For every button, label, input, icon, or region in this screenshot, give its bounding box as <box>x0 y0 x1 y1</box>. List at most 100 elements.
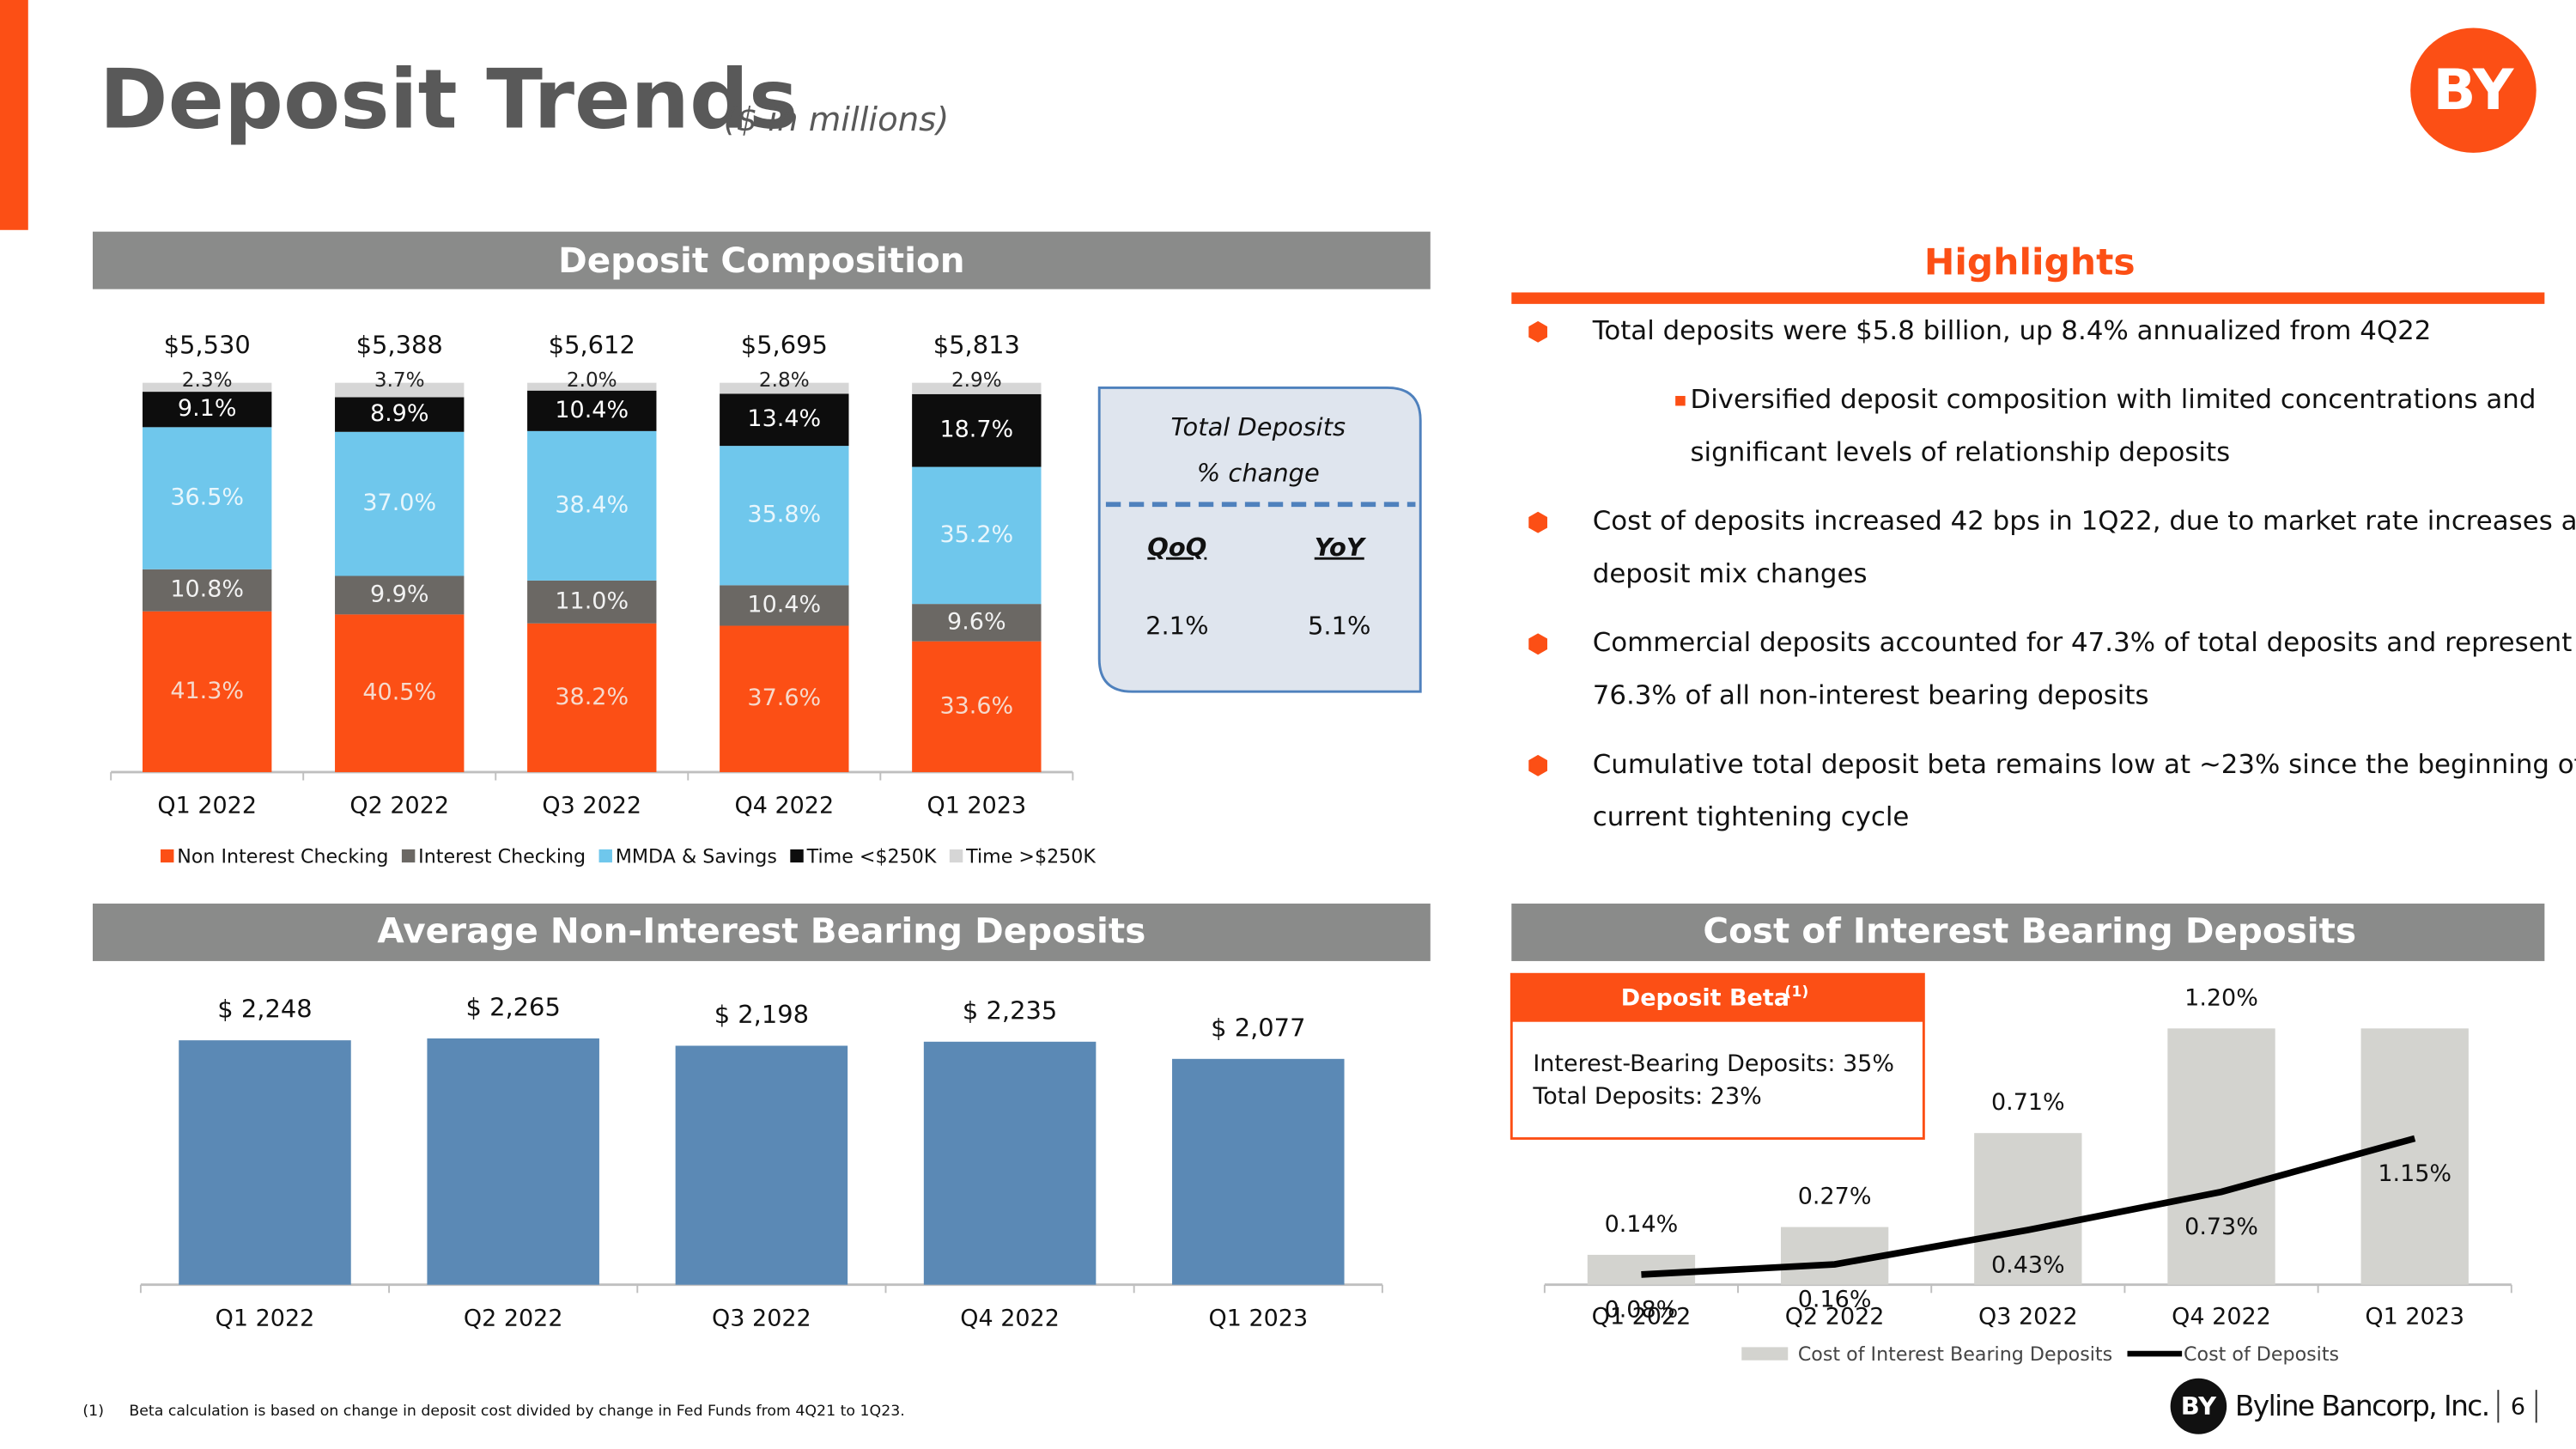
bullet-text: Cost of deposits increased 42 bps in 1Q2… <box>1593 506 2576 537</box>
logo <box>2410 27 2537 153</box>
beta-note: (1) <box>1784 983 1808 1001</box>
x-tick-label: Q4 2022 <box>734 793 834 819</box>
bar-segment <box>143 569 272 612</box>
data-label: 35.8% <box>747 502 821 528</box>
bar-segment <box>527 623 657 772</box>
bullet-icon <box>1528 320 1547 343</box>
bar-segment <box>912 393 1042 467</box>
data-label: 40.5% <box>362 679 436 706</box>
legend-label: Interest Checking <box>418 846 586 868</box>
footnote: Beta calculation is based on change in d… <box>129 1403 904 1420</box>
highlights-rule <box>1511 292 2545 304</box>
data-label: $ 2,235 <box>963 995 1057 1025</box>
bar-segment <box>143 427 272 569</box>
data-label: $ 2,198 <box>714 1000 809 1029</box>
logo-text: BY <box>2433 58 2515 123</box>
bar-segment <box>335 575 465 615</box>
beta-header <box>1511 974 1924 1022</box>
footnote-marker: (1) <box>82 1403 104 1420</box>
beta-line: Interest-Bearing Deposits: 35% <box>1533 1050 1894 1077</box>
section-title: Deposit Composition <box>558 240 964 281</box>
legend-label: Cost of Interest Bearing Deposits <box>1798 1344 2112 1366</box>
bar-segment <box>720 446 849 586</box>
box-subtitle: % change <box>1197 459 1320 488</box>
legend-swatch <box>1741 1347 1789 1361</box>
x-tick-label: Q4 2022 <box>2172 1304 2271 1330</box>
section-header <box>1511 903 2545 961</box>
total-label: $5,388 <box>356 331 443 360</box>
bullet-text: Commercial deposits accounted for 47.3% … <box>1593 627 2573 658</box>
data-label: 37.0% <box>362 490 436 516</box>
total-label: $5,695 <box>741 331 828 360</box>
slide-title: Deposit Trends <box>100 52 799 148</box>
data-label: 9.6% <box>947 608 1006 635</box>
data-label: 10.4% <box>747 592 821 618</box>
data-label: 1.15% <box>2378 1160 2451 1187</box>
bar-segment <box>143 611 272 772</box>
legend-label: Time >$250K <box>965 846 1096 868</box>
total-label: $5,813 <box>933 331 1020 360</box>
footer-brand: Byline Bancorp, Inc. <box>2235 1390 2489 1422</box>
slide-subtitle: ($ in millions) <box>724 100 950 139</box>
data-label: 2.3% <box>182 369 233 392</box>
data-label: 35.2% <box>939 521 1013 548</box>
data-label: 37.6% <box>747 685 821 711</box>
data-label: 2.9% <box>951 369 1002 392</box>
total-label: $5,612 <box>549 331 635 360</box>
x-tick-label: Q4 2022 <box>960 1305 1060 1331</box>
x-tick-label: Q2 2022 <box>464 1305 563 1331</box>
data-label: 2.0% <box>567 369 617 392</box>
data-label: 0.43% <box>1991 1252 2065 1279</box>
total-deposits-box <box>1097 386 1422 693</box>
bullet-text: deposit mix changes <box>1593 558 1868 589</box>
bar-segment <box>912 604 1042 642</box>
x-tick-label: Q3 2022 <box>542 793 641 819</box>
bar <box>179 1040 351 1285</box>
data-label: 0.16% <box>1798 1287 1872 1313</box>
legend-label: Cost of Deposits <box>2184 1344 2339 1366</box>
line <box>1641 1135 2416 1278</box>
data-label: 0.71% <box>1991 1089 2065 1116</box>
bar-segment <box>720 393 849 447</box>
bar <box>923 1041 1097 1285</box>
data-label: 0.08% <box>1605 1297 1679 1324</box>
bar <box>1172 1058 1345 1285</box>
bullet-icon <box>1528 511 1547 533</box>
data-label: 8.9% <box>370 400 429 427</box>
box-value: 5.1% <box>1308 612 1370 641</box>
bar-segment <box>912 641 1042 772</box>
bar <box>1974 1133 2082 1285</box>
section-title: Average Non-Interest Bearing Deposits <box>377 911 1145 952</box>
data-label: $ 2,248 <box>217 995 312 1024</box>
bar-segment <box>335 382 465 398</box>
bullet-text: Total deposits were $5.8 billion, up 8.4… <box>1592 315 2432 346</box>
bar-segment <box>720 585 849 626</box>
legend-swatch <box>598 849 612 863</box>
bullet-icon <box>1528 633 1547 655</box>
bar-segment <box>335 431 465 576</box>
legend-label: Time <$250K <box>806 846 937 868</box>
legend-swatch <box>790 849 804 863</box>
box-header: YoY <box>1315 533 1367 562</box>
section-header <box>92 231 1431 289</box>
x-tick-label: Q2 2022 <box>1785 1304 1885 1330</box>
x-tick-label: Q2 2022 <box>349 793 449 819</box>
data-label: 33.6% <box>939 692 1013 719</box>
x-tick-label: Q1 2022 <box>216 1305 315 1331</box>
section-header <box>92 903 1431 961</box>
bullet-icon <box>1675 395 1686 406</box>
data-label: 38.2% <box>555 684 629 710</box>
bar-segment <box>527 580 657 624</box>
data-label: 3.7% <box>374 369 425 392</box>
beta-title: Deposit Beta <box>1621 984 1789 1011</box>
data-label: 18.7% <box>939 417 1013 443</box>
x-tick-label: Q1 2023 <box>2365 1304 2464 1330</box>
data-label: 38.4% <box>555 491 629 518</box>
bullet-icon <box>1528 754 1547 776</box>
x-tick-label: Q1 2023 <box>1208 1305 1308 1331</box>
data-label: 13.4% <box>747 405 821 432</box>
bar-segment <box>335 397 465 432</box>
x-tick-label: Q3 2022 <box>1978 1304 2078 1330</box>
bar-segment <box>143 382 272 393</box>
